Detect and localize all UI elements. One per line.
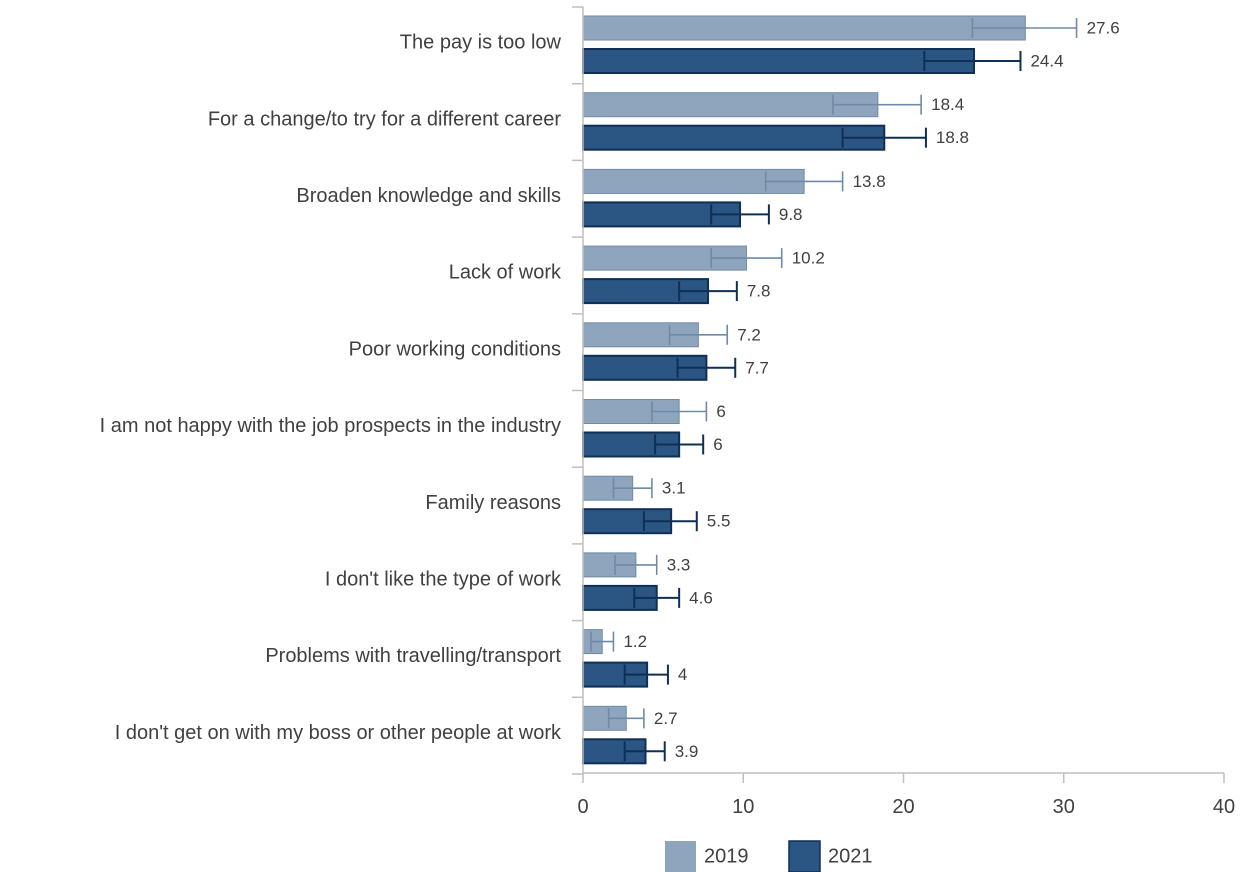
value-label: 24.4 (1030, 51, 1063, 70)
legend-item-2019: 2019 (665, 841, 749, 872)
category-label: For a change/to try for a different care… (208, 108, 561, 130)
legend: 2019 2021 (665, 840, 873, 872)
error-bar (607, 708, 645, 729)
legend-item-2021: 2021 (788, 840, 873, 872)
value-label: 10.2 (792, 249, 825, 268)
value-label: 13.8 (853, 172, 886, 191)
axes: 0 10 20 30 40 (572, 6, 1235, 818)
error-bar (971, 18, 1078, 38)
legend-swatch (788, 840, 821, 872)
bars: 27.6 18.4 13.8 10.2 7.2 6 3.1 3.3 1.2 2.7 24.4 18.8… (582, 15, 1120, 765)
category-label: Problems with travelling/transport (265, 645, 561, 667)
value-label: 6 (713, 435, 722, 454)
error-bar (633, 587, 681, 608)
category-label: The pay is too low (400, 32, 562, 54)
category-label: I don't like the type of work (325, 569, 562, 591)
category-label: I don't get on with my boss or other peo… (115, 722, 562, 744)
value-label: 4.6 (689, 588, 713, 607)
error-bar (623, 664, 669, 685)
value-label: 3.9 (675, 742, 699, 761)
value-label: 7.2 (737, 325, 761, 344)
category-label: Lack of work (449, 262, 562, 284)
error-bar (832, 94, 922, 115)
category-labels: The pay is too low For a change/to try fo… (100, 32, 562, 744)
value-label: 6 (716, 402, 725, 421)
value-label: 2.7 (654, 709, 678, 728)
legend-swatch (665, 841, 696, 872)
x-tick-label: 40 (1213, 796, 1235, 818)
legend-label: 2021 (828, 845, 873, 867)
error-bar (654, 434, 705, 455)
legend-label: 2019 (704, 845, 749, 867)
x-tick-label: 30 (1053, 796, 1075, 818)
category-label: Family reasons (425, 492, 561, 514)
bar-2019 (582, 92, 879, 118)
value-label: 3.1 (662, 479, 686, 498)
error-bar (710, 204, 770, 225)
category-label: I am not happy with the job prospects in… (100, 415, 561, 437)
error-bar (651, 401, 708, 422)
error-bar (841, 127, 927, 148)
error-bar (642, 511, 698, 532)
value-label: 7.7 (745, 358, 769, 377)
value-label: 7.8 (747, 282, 771, 301)
category-label: Broaden knowledge and skills (296, 185, 561, 207)
value-label: 1.2 (623, 632, 647, 651)
bar-2021 (582, 48, 976, 74)
value-label: 3.3 (667, 555, 691, 574)
error-bar (590, 631, 615, 652)
x-tick-label: 0 (577, 796, 588, 818)
error-bar (668, 324, 729, 345)
error-bar (710, 248, 783, 269)
error-bar (612, 478, 653, 499)
x-tick-label: 20 (892, 796, 914, 818)
value-label: 5.5 (707, 512, 731, 531)
x-tick-label: 10 (732, 796, 754, 818)
value-label: 18.8 (936, 128, 969, 147)
value-label: 9.8 (779, 205, 803, 224)
value-label: 18.4 (931, 95, 964, 114)
value-label: 4 (678, 665, 687, 684)
bar-2021 (582, 124, 886, 151)
error-bar (923, 51, 1022, 71)
error-bar (614, 554, 658, 575)
error-bar (676, 357, 737, 378)
error-bar (764, 171, 844, 192)
value-label: 27.6 (1087, 18, 1120, 37)
bar-2019 (582, 15, 1026, 41)
error-bar (678, 281, 738, 302)
category-label: Poor working conditions (349, 338, 561, 360)
error-bar (623, 741, 666, 762)
